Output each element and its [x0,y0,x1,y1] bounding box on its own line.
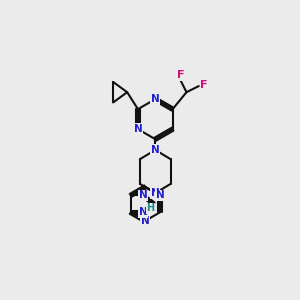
Text: F: F [177,70,184,80]
Text: N: N [141,216,150,226]
Text: N: N [139,207,147,217]
Text: H: H [147,203,155,214]
Text: N: N [134,124,142,134]
Text: N: N [156,190,164,200]
Text: N: N [139,190,147,200]
Text: F: F [200,80,208,90]
Text: N: N [151,145,160,155]
Text: N: N [151,94,160,104]
Text: N: N [151,188,160,198]
